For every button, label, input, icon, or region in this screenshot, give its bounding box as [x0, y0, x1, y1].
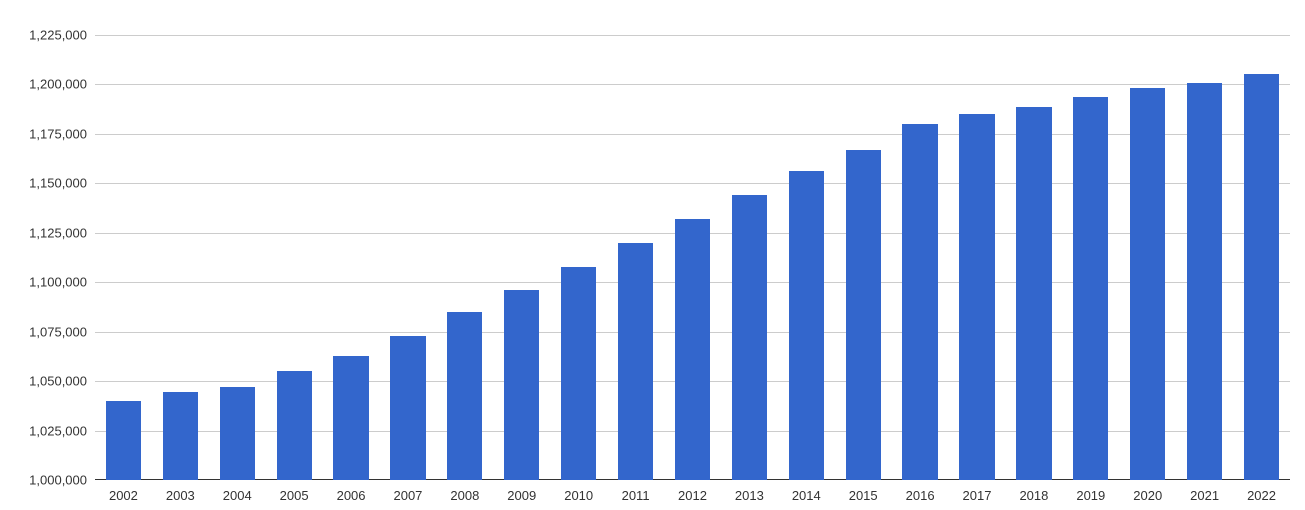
bar	[333, 356, 368, 480]
x-tick-label: 2020	[1133, 488, 1162, 503]
x-tick-label: 2008	[450, 488, 479, 503]
bar-slot: 2008	[436, 15, 493, 480]
bar	[504, 290, 539, 480]
bar-slot: 2019	[1062, 15, 1119, 480]
bar-slot: 2009	[493, 15, 550, 480]
x-tick-label: 2010	[564, 488, 593, 503]
y-tick-label: 1,050,000	[29, 374, 87, 389]
y-tick-label: 1,025,000	[29, 423, 87, 438]
y-tick-label: 1,125,000	[29, 225, 87, 240]
bar	[1130, 88, 1165, 480]
x-tick-label: 2013	[735, 488, 764, 503]
bar-slot: 2012	[664, 15, 721, 480]
x-tick-label: 2014	[792, 488, 821, 503]
x-tick-label: 2007	[393, 488, 422, 503]
bar	[277, 371, 312, 480]
y-tick-label: 1,150,000	[29, 176, 87, 191]
x-tick-label: 2004	[223, 488, 252, 503]
bar-slot: 2013	[721, 15, 778, 480]
bar	[561, 267, 596, 480]
x-tick-label: 2005	[280, 488, 309, 503]
y-tick-label: 1,075,000	[29, 324, 87, 339]
bar	[846, 150, 881, 480]
bar-slot: 2020	[1119, 15, 1176, 480]
bar-chart: 1,000,000 1,025,000 1,050,000 1,075,000 1,10…	[0, 0, 1305, 510]
bar	[618, 243, 653, 480]
bar-slot: 2004	[209, 15, 266, 480]
bar-slot: 2006	[323, 15, 380, 480]
bar-slot: 2016	[892, 15, 949, 480]
bar	[675, 219, 710, 480]
bar-slot: 2018	[1005, 15, 1062, 480]
y-tick-label: 1,225,000	[29, 27, 87, 42]
bar-slot: 2002	[95, 15, 152, 480]
bar	[1244, 74, 1279, 480]
x-tick-label: 2021	[1190, 488, 1219, 503]
x-tick-label: 2002	[109, 488, 138, 503]
x-tick-label: 2016	[906, 488, 935, 503]
y-tick-label: 1,100,000	[29, 275, 87, 290]
x-tick-label: 2009	[507, 488, 536, 503]
bar-slot: 2010	[550, 15, 607, 480]
x-tick-label: 2015	[849, 488, 878, 503]
y-tick-label: 1,175,000	[29, 126, 87, 141]
bar-slot: 2005	[266, 15, 323, 480]
bar-slot: 2007	[380, 15, 437, 480]
bar	[106, 401, 141, 480]
bar	[220, 387, 255, 480]
bar-slot: 2017	[949, 15, 1006, 480]
bar	[1073, 97, 1108, 480]
bar-slot: 2021	[1176, 15, 1233, 480]
bar-slot: 2014	[778, 15, 835, 480]
y-tick-label: 1,000,000	[29, 473, 87, 488]
x-tick-label: 2017	[963, 488, 992, 503]
x-tick-label: 2006	[337, 488, 366, 503]
x-tick-label: 2018	[1019, 488, 1048, 503]
bar	[163, 392, 198, 480]
bar	[902, 124, 937, 480]
bar	[789, 171, 824, 480]
x-tick-label: 2022	[1247, 488, 1276, 503]
x-tick-label: 2011	[622, 488, 650, 503]
y-tick-label: 1,200,000	[29, 77, 87, 92]
x-tick-label: 2012	[678, 488, 707, 503]
plot-area: 1,000,0001,025,0001,050,0001,075,0001,10…	[95, 15, 1290, 480]
bar	[1016, 107, 1051, 480]
bars-layer: 2002200320042005200620072008200920102011…	[95, 15, 1290, 480]
bar-slot: 2003	[152, 15, 209, 480]
bar	[390, 336, 425, 480]
bar	[959, 114, 994, 480]
x-tick-label: 2003	[166, 488, 195, 503]
bar-slot: 2022	[1233, 15, 1290, 480]
bar	[1187, 83, 1222, 480]
bar	[447, 312, 482, 480]
bar-slot: 2015	[835, 15, 892, 480]
bar	[732, 195, 767, 480]
x-tick-label: 2019	[1076, 488, 1105, 503]
bar-slot: 2011	[607, 15, 664, 480]
